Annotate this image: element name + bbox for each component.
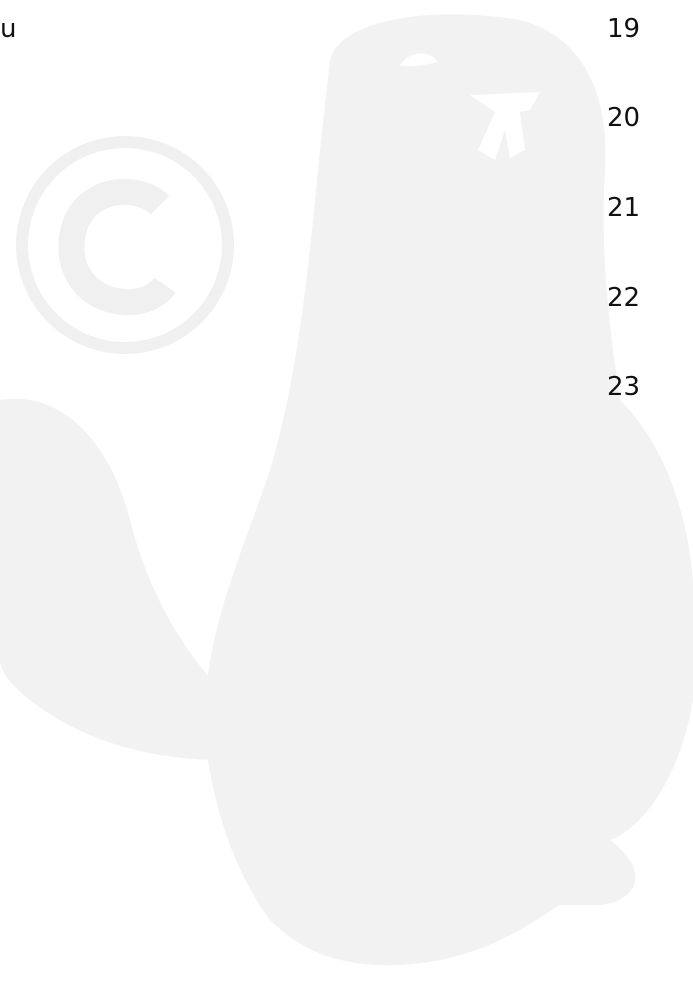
text-fragment: u	[0, 14, 17, 44]
line-number: 20	[607, 103, 641, 133]
beaver-face	[400, 53, 540, 160]
copyright-symbol	[16, 136, 234, 354]
line-number: 19	[607, 14, 641, 44]
line-number: 22	[607, 283, 641, 313]
line-number: 21	[607, 193, 641, 223]
beaver-silhouette	[0, 14, 693, 966]
line-number: 23	[607, 372, 641, 402]
